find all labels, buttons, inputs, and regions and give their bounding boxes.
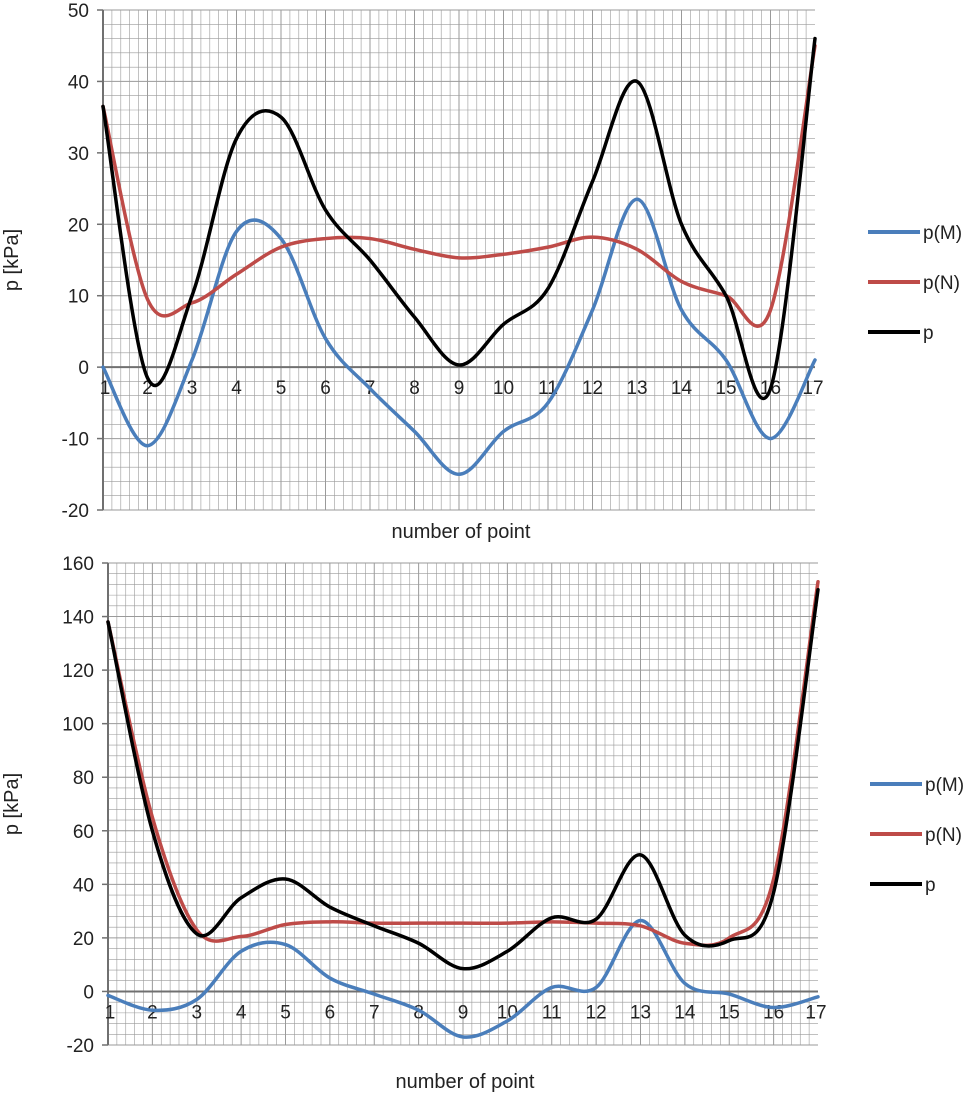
y-tick-label: 100 xyxy=(62,715,94,736)
x-tick-label: 12 xyxy=(586,1002,607,1023)
x-tick-label: 9 xyxy=(454,378,465,399)
y-tick-label: 30 xyxy=(68,144,89,165)
legend: p(M) p(N) p xyxy=(868,223,962,344)
x-tick-label: 10 xyxy=(493,378,514,399)
y-axis-title: p [kPa] xyxy=(1,773,23,835)
x-tick-label: 6 xyxy=(320,378,331,399)
x-tick-label: 2 xyxy=(147,1002,158,1023)
y-tick-label: 80 xyxy=(73,768,94,789)
x-tick-label: 9 xyxy=(458,1002,469,1023)
x-tick-label: 4 xyxy=(231,378,242,399)
legend-label: p(M) xyxy=(923,223,962,244)
x-tick-label: 1 xyxy=(100,378,111,399)
y-tick-label: 50 xyxy=(68,1,89,22)
x-tick-label: 5 xyxy=(280,1002,291,1023)
x-tick-label: 17 xyxy=(805,1002,826,1023)
x-tick-label: 8 xyxy=(413,1002,424,1023)
legend: p(M) p(N) p xyxy=(870,775,964,896)
x-tick-label: 3 xyxy=(191,1002,202,1023)
y-axis-title: p [kPa] xyxy=(1,229,23,291)
y-tick-label: 120 xyxy=(62,661,94,682)
y-tick-label: 0 xyxy=(83,982,94,1003)
x-tick-label: 14 xyxy=(674,1002,696,1023)
y-tick-label: 60 xyxy=(73,822,94,843)
x-tick-label: 13 xyxy=(630,1002,651,1023)
legend-label: p xyxy=(923,323,934,344)
x-axis-title: number of point xyxy=(392,521,531,543)
x-tick-label: 17 xyxy=(802,378,823,399)
x-tick-label: 14 xyxy=(671,378,693,399)
y-tick-label: 10 xyxy=(68,287,89,308)
x-tick-label: 1 xyxy=(105,1002,116,1023)
x-tick-label: 7 xyxy=(369,1002,380,1023)
x-tick-label: 11 xyxy=(542,1002,562,1023)
x-tick-label: 4 xyxy=(236,1002,247,1023)
series-line-p xyxy=(101,36,817,401)
y-tick-label: -10 xyxy=(62,430,89,451)
x-tick-label: 8 xyxy=(409,378,420,399)
legend-label: p xyxy=(925,875,936,896)
y-tick-label: 0 xyxy=(78,358,89,379)
series-line-p xyxy=(106,588,820,971)
x-tick-label: 6 xyxy=(325,1002,336,1023)
x-axis-title: number of point xyxy=(396,1071,535,1093)
x-tick-label: 5 xyxy=(276,378,287,399)
series-line-pn xyxy=(101,43,817,328)
x-tick-label: 13 xyxy=(626,378,647,399)
x-tick-label: 15 xyxy=(719,1002,740,1023)
y-tick-label: -20 xyxy=(62,501,89,522)
x-tick-label: 2 xyxy=(142,378,153,399)
series-line-pn xyxy=(106,579,820,948)
series-line-pm xyxy=(101,197,817,477)
legend-label: p(N) xyxy=(925,825,962,846)
y-tick-label: 40 xyxy=(73,875,94,896)
y-tick-label: 160 xyxy=(62,554,94,575)
series-line-pm xyxy=(106,918,820,1039)
y-tick-label: -20 xyxy=(67,1036,94,1057)
x-tick-label: 12 xyxy=(582,378,603,399)
gridlines xyxy=(108,562,818,1046)
gridlines xyxy=(103,9,815,511)
legend-label: p(M) xyxy=(925,775,964,796)
y-tick-label: 40 xyxy=(68,72,89,93)
y-tick-label: 140 xyxy=(62,608,94,629)
y-tick-label: 20 xyxy=(73,929,94,950)
x-tick-label: 15 xyxy=(715,378,736,399)
legend-label: p(N) xyxy=(923,273,960,294)
x-tick-label: 3 xyxy=(187,378,198,399)
y-tick-label: 20 xyxy=(68,215,89,236)
